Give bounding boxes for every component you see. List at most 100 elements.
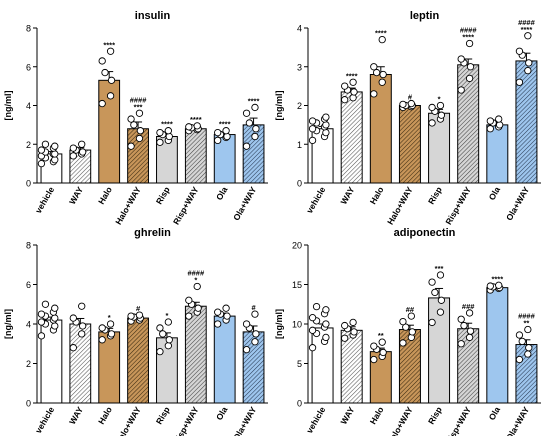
data-point <box>372 68 381 77</box>
data-point <box>159 330 167 338</box>
data-point <box>185 296 193 304</box>
data-point <box>308 326 317 334</box>
data-point <box>37 332 46 340</box>
x-tick-label: Risp <box>154 405 172 426</box>
data-point <box>37 146 46 154</box>
data-point <box>349 318 357 327</box>
data-point <box>165 336 173 344</box>
data-point <box>242 320 251 328</box>
bar-Risp+WAY <box>457 64 480 184</box>
data-point <box>135 311 144 319</box>
x-tick-label: Risp+WAY <box>171 185 201 227</box>
y-axis-label: [ng/ml] <box>3 309 13 339</box>
y-tick-label: 2 <box>26 140 31 150</box>
data-point <box>106 320 115 328</box>
x-tick-label: Halo <box>96 185 114 206</box>
data-point <box>399 339 407 347</box>
data-point <box>379 348 387 357</box>
y-tick-label: 0 <box>26 179 31 189</box>
data-point <box>37 310 46 318</box>
data-point <box>308 117 317 125</box>
x-tick-label: Halo+WAY <box>385 405 415 436</box>
data-point <box>164 318 172 326</box>
y-tick-label: 20 <box>292 241 302 251</box>
data-point <box>41 140 50 148</box>
data-point <box>341 96 349 104</box>
data-point <box>214 308 222 316</box>
data-point <box>78 302 86 310</box>
y-tick-label: 4 <box>26 320 31 330</box>
significance-label: **** <box>346 71 358 80</box>
bar-Halo+WAY <box>398 105 421 184</box>
significance-label: #### <box>518 18 536 27</box>
data-point <box>69 152 77 160</box>
bar-WAY <box>340 91 363 184</box>
data-point <box>194 304 202 312</box>
data-point <box>51 150 59 158</box>
data-point <box>98 57 106 65</box>
data-point <box>214 136 222 145</box>
x-tick-label: Risp <box>426 405 444 426</box>
x-tick-label: vehicle <box>33 405 56 435</box>
x-tick-label: Ola+WAY <box>504 185 531 223</box>
significance-label: #### <box>460 26 478 35</box>
data-point <box>322 306 330 314</box>
significance-label: **** <box>219 120 231 129</box>
significance-label: **** <box>161 120 173 129</box>
data-point <box>69 344 77 352</box>
data-point <box>251 132 259 141</box>
data-point <box>37 159 46 168</box>
bar-Ola <box>486 287 509 404</box>
data-point <box>222 304 230 312</box>
y-tick-label: 4 <box>26 101 31 111</box>
data-point <box>378 78 386 86</box>
y-tick-label: 10 <box>292 320 302 330</box>
significance-label: **** <box>462 33 474 42</box>
data-point <box>312 302 321 311</box>
y-tick-label: 4 <box>297 24 302 34</box>
x-tick-label: vehicle <box>33 185 56 215</box>
data-point <box>515 78 524 86</box>
data-point <box>165 132 173 141</box>
significance-label: *** <box>134 102 143 111</box>
data-point <box>515 47 524 55</box>
data-point <box>378 35 386 44</box>
y-tick-label: 2 <box>297 101 302 111</box>
data-point <box>524 32 532 40</box>
data-point <box>245 119 254 127</box>
data-point <box>436 308 445 316</box>
data-point <box>214 320 222 328</box>
data-point <box>37 318 46 326</box>
data-point <box>495 281 503 289</box>
significance-label: * <box>438 95 441 104</box>
data-point <box>69 144 77 152</box>
data-point <box>524 66 532 75</box>
data-point <box>193 122 201 130</box>
data-point <box>127 142 135 150</box>
x-tick-label: WAY <box>67 405 85 426</box>
data-point <box>349 78 357 86</box>
y-tick-label: 15 <box>292 280 302 290</box>
x-tick-label: Ola <box>214 405 230 422</box>
bar-Risp+WAY <box>184 305 207 404</box>
data-point <box>341 334 349 342</box>
x-tick-label: Risp <box>426 185 444 206</box>
data-point <box>106 92 115 100</box>
panel-leptin: leptin 0 1 2 3 4 [ng/ml] vehicle **** WAY **** Halo… <box>274 10 541 226</box>
data-point <box>407 312 415 320</box>
y-tick-label: 6 <box>26 280 31 290</box>
x-tick-label: Halo <box>368 185 386 206</box>
y-tick-label: 8 <box>26 24 31 34</box>
data-point <box>525 59 533 67</box>
data-point <box>436 101 445 110</box>
data-point <box>466 327 475 335</box>
data-point <box>223 312 231 320</box>
data-point <box>252 125 260 133</box>
significance-label: **** <box>521 25 533 34</box>
bar-Risp+WAY <box>184 128 207 184</box>
x-tick-label: Ola <box>214 185 230 202</box>
data-point <box>379 70 387 79</box>
data-point <box>78 322 87 330</box>
data-point <box>350 328 358 336</box>
data-point <box>465 309 474 317</box>
